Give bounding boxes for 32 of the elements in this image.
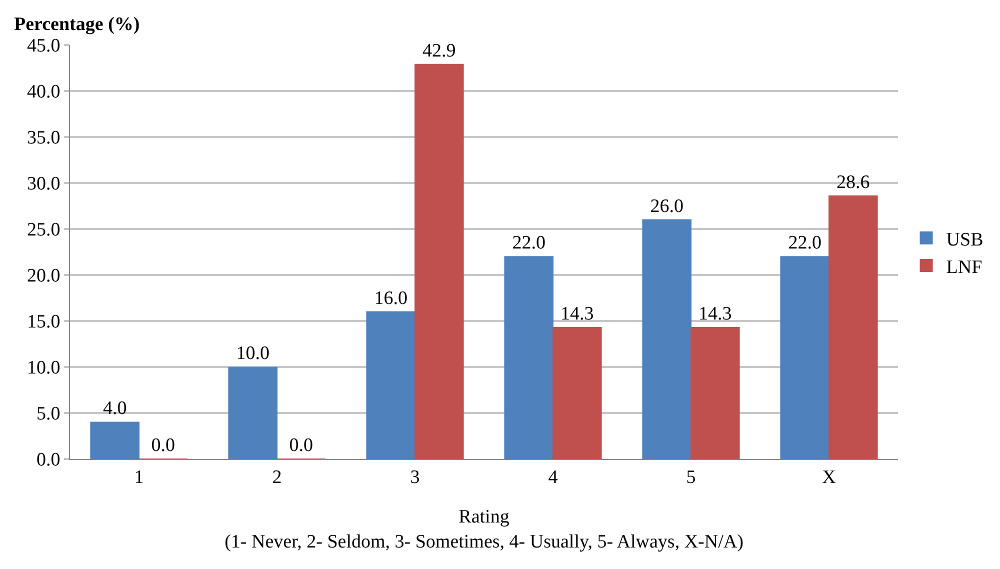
y-tick-label: 10.0 <box>26 358 60 379</box>
y-tick-label: 35.0 <box>26 128 60 149</box>
y-axis-title: Percentage (%) <box>14 14 140 35</box>
data-label: 28.6 <box>836 172 870 193</box>
data-label: 16.0 <box>374 288 408 309</box>
x-tick-label: 5 <box>686 466 696 488</box>
data-label: 0.0 <box>151 435 176 456</box>
data-label: 0.0 <box>289 435 314 456</box>
data-label: 22.0 <box>788 232 822 254</box>
data-label: 42.9 <box>422 40 456 62</box>
legend-label: LNF <box>946 256 982 278</box>
data-label: 22.0 <box>512 232 546 254</box>
x-tick-label: 2 <box>272 466 282 488</box>
y-tick-label: 25.0 <box>26 220 60 241</box>
y-tick-label: 30.0 <box>26 174 60 195</box>
x-tick-label: 4 <box>548 466 558 488</box>
y-tick-label: 5.0 <box>36 404 60 425</box>
y-tick-label: 45.0 <box>26 36 60 57</box>
x-tick-label: 1 <box>134 466 144 488</box>
y-tick-label: 20.0 <box>26 266 60 287</box>
legend-label: USB <box>946 229 984 250</box>
data-label: 4.0 <box>102 398 127 420</box>
x-tick-label: 3 <box>410 466 420 488</box>
data-label: 10.0 <box>236 343 270 364</box>
x-axis-title: Rating (1- Never, 2- Seldom, 3- Sometimes, 4- Usually, 5- Always, X-N/A) <box>224 506 744 552</box>
y-tick-label: 40.0 <box>26 82 60 103</box>
y-tick-label: 0.0 <box>36 450 60 471</box>
data-label: 14.3 <box>560 303 594 324</box>
data-label: 14.3 <box>698 303 732 324</box>
y-tick-label: 15.0 <box>26 312 60 333</box>
x-tick-label: X <box>822 466 836 488</box>
data-label: 26.0 <box>650 196 684 217</box>
